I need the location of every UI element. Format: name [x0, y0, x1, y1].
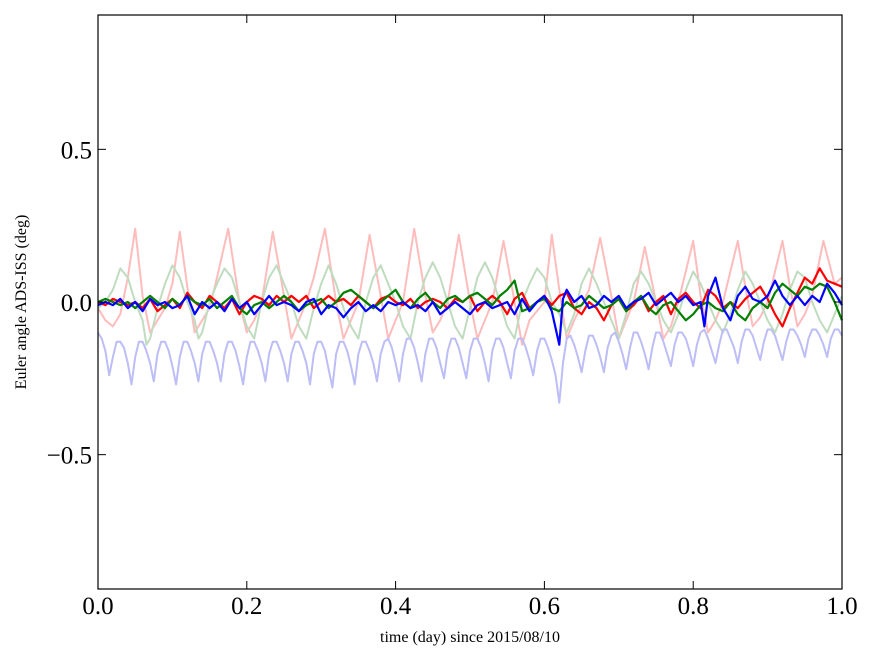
tick-layer: 0.0 0.2 0.4 0.6 0.8 1.0 0.5 0.0 −0.5: [47, 15, 858, 620]
series-line-1: [97, 227, 843, 346]
series-line-3: [97, 328, 843, 404]
series-line-2: [97, 261, 843, 346]
y-axis-label: Euler angle ADS-ISS (deg): [13, 215, 30, 390]
series-line-6: [97, 276, 843, 346]
y-tick-label: −0.5: [47, 443, 92, 470]
y-tick-label: 0.0: [61, 290, 92, 317]
y-tick-label: 0.5: [61, 137, 92, 164]
x-tick-label: 0.8: [678, 593, 709, 620]
x-tick-label: 0.4: [380, 593, 412, 620]
x-tick-label: 0.2: [231, 593, 262, 620]
x-tick-label: 1.0: [826, 593, 857, 620]
series-layer: [97, 227, 844, 404]
x-tick-label: 0.0: [82, 593, 113, 620]
x-tick-label: 0.6: [529, 593, 560, 620]
series-line-5: [97, 279, 844, 322]
x-axis-label: time (day) since 2015/08/10: [380, 629, 560, 646]
